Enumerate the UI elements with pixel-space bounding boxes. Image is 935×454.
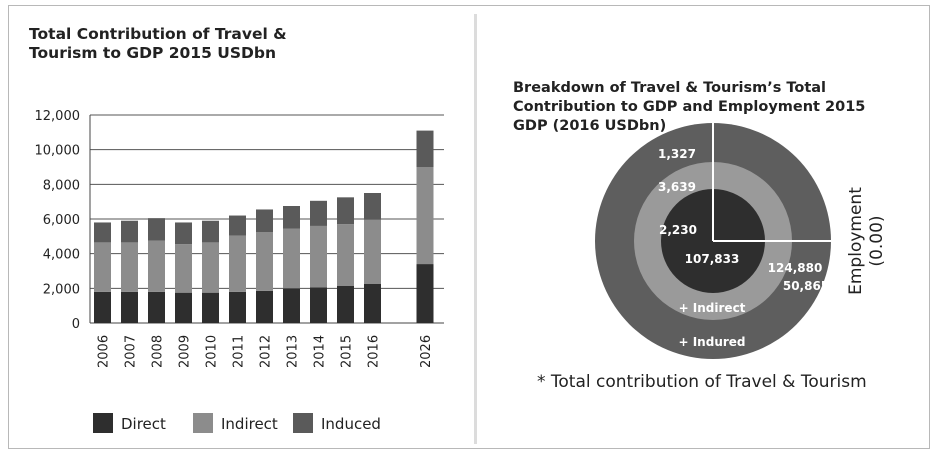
x-tick-label: 2011 bbox=[232, 335, 247, 368]
employment-value-label: 50,865 bbox=[783, 279, 829, 293]
employment-value-label: 124,880 bbox=[768, 261, 823, 275]
x-tick-label: 2006 bbox=[97, 335, 112, 368]
y-tick-label: 12,000 bbox=[35, 109, 81, 124]
bar-segment-induced bbox=[148, 218, 165, 241]
bar-segment-direct bbox=[94, 291, 111, 323]
ring-name-label: + Indured bbox=[678, 335, 745, 349]
bar-segment-induced bbox=[94, 222, 111, 243]
footnote: * Total contribution of Travel & Tourism bbox=[537, 372, 867, 392]
y-tick-label: 8,000 bbox=[43, 178, 80, 193]
x-tick-label: 2014 bbox=[313, 335, 328, 368]
bar-segment-direct bbox=[364, 284, 381, 323]
bar-segment-indirect bbox=[175, 244, 192, 293]
bar-segment-indirect bbox=[364, 219, 381, 284]
bar-segment-indirect bbox=[337, 224, 354, 286]
bar-segment-induced bbox=[175, 222, 192, 245]
bar-segment-induced bbox=[202, 220, 219, 243]
legend-label: Indirect bbox=[221, 415, 278, 433]
x-tick-label: 2010 bbox=[205, 335, 220, 368]
bar-chart-title: Total Contribution of Travel & Tourism t… bbox=[29, 25, 287, 62]
bar-segment-induced bbox=[229, 215, 246, 236]
x-tick-label: 2007 bbox=[124, 335, 139, 368]
bar-segment-direct bbox=[121, 291, 138, 323]
bar-segment-indirect bbox=[256, 232, 273, 291]
legend-label: Direct bbox=[121, 415, 166, 433]
bar-segment-indirect bbox=[310, 225, 327, 288]
bar-segment-direct bbox=[337, 285, 354, 323]
bar-segment-indirect bbox=[94, 242, 111, 292]
y-tick-label: 6,000 bbox=[43, 213, 80, 228]
gdp-value-label: 2,230 bbox=[659, 223, 697, 237]
bar-segment-direct bbox=[310, 287, 327, 323]
ring-name-label: + Indirect bbox=[679, 301, 746, 315]
y-tick-label: 4,000 bbox=[43, 248, 80, 263]
bar-segment-direct bbox=[283, 288, 300, 323]
bar-segment-indirect bbox=[283, 228, 300, 289]
bar-segment-direct bbox=[256, 290, 273, 323]
bar-segment-induced bbox=[416, 130, 434, 167]
bar-segment-direct bbox=[175, 292, 192, 323]
bar-segment-direct bbox=[416, 264, 434, 323]
x-tick-label: 2013 bbox=[286, 335, 301, 368]
x-tick-label: 2016 bbox=[367, 335, 382, 368]
x-tick-label: 2008 bbox=[151, 335, 166, 368]
bar-segment-indirect bbox=[202, 242, 219, 293]
legend-swatch-indirect bbox=[193, 413, 213, 433]
bar-segment-induced bbox=[337, 197, 354, 225]
panel-divider bbox=[474, 14, 477, 444]
gdp-value-label: 3,639 bbox=[658, 180, 696, 194]
y-tick-label: 2,000 bbox=[43, 282, 80, 297]
bar-segment-direct bbox=[148, 291, 165, 323]
donut-chart-title: Breakdown of Travel & Tourism’s Total Co… bbox=[513, 80, 866, 134]
gdp-value-label: 1,327 bbox=[658, 147, 696, 161]
report-panel bbox=[8, 5, 930, 449]
bar-segment-induced bbox=[121, 220, 138, 243]
legend-label: Induced bbox=[321, 415, 381, 433]
bar-segment-indirect bbox=[229, 235, 246, 292]
bar-segment-indirect bbox=[121, 242, 138, 292]
bar-segment-indirect bbox=[148, 240, 165, 292]
x-tick-label: 2015 bbox=[340, 335, 355, 368]
x-tick-label: 2012 bbox=[259, 335, 274, 368]
bar-segment-indirect bbox=[416, 167, 434, 265]
bar-segment-direct bbox=[202, 292, 219, 323]
bar-segment-induced bbox=[283, 206, 300, 229]
legend-swatch-direct bbox=[93, 413, 113, 433]
bar-segment-direct bbox=[229, 291, 246, 323]
employment-value-label: 107,833 bbox=[685, 252, 740, 266]
legend-swatch-induced bbox=[293, 413, 313, 433]
employment-axis-label: Employment bbox=[846, 187, 866, 295]
bar-segment-induced bbox=[364, 193, 381, 220]
y-tick-label: 10,000 bbox=[35, 144, 81, 159]
x-tick-label: 2009 bbox=[178, 335, 193, 368]
bar-segment-induced bbox=[310, 200, 327, 226]
bar-segment-induced bbox=[256, 209, 273, 232]
y-tick-label: 0 bbox=[72, 317, 80, 332]
x-tick-label: 2026 bbox=[419, 335, 434, 368]
employment-axis-unit: (0.00) bbox=[867, 215, 887, 266]
